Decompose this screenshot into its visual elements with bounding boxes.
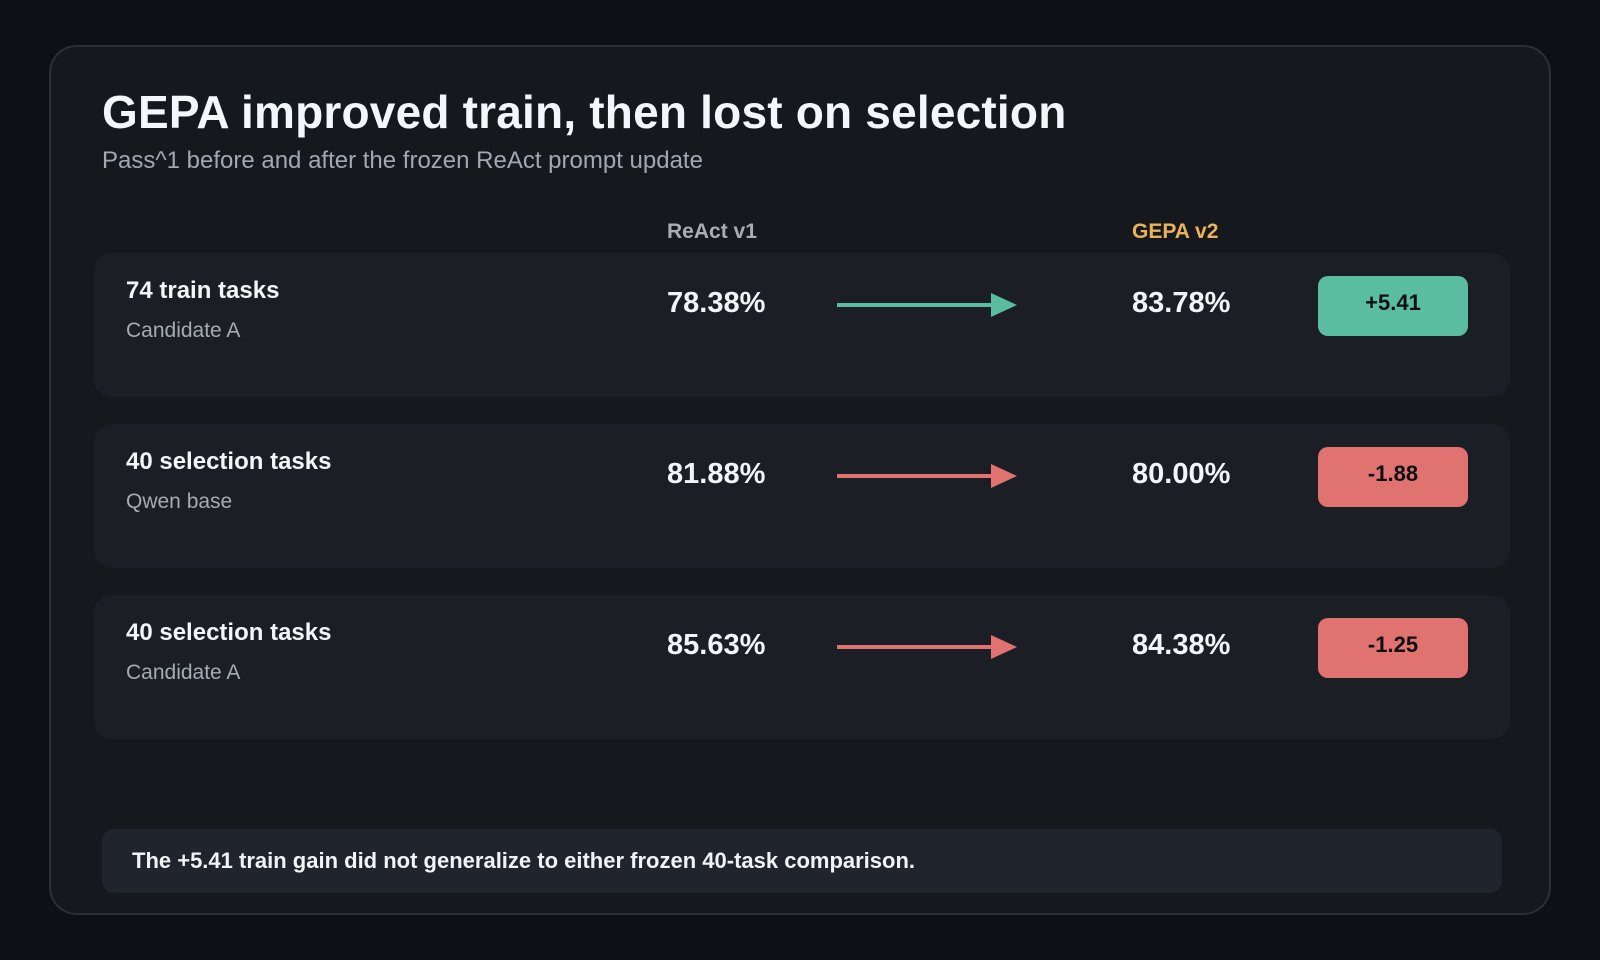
value-before: 81.88%: [667, 458, 766, 490]
comparison-row: 40 selection tasks Candidate A 85.63% 84…: [94, 595, 1510, 739]
value-before: 85.63%: [667, 629, 766, 661]
chart-card: GEPA improved train, then lost on select…: [49, 45, 1551, 915]
footnote-box: The +5.41 train gain did not generalize …: [102, 829, 1502, 893]
value-after: 84.38%: [1132, 629, 1231, 661]
comparison-row: 40 selection tasks Qwen base 81.88% 80.0…: [94, 424, 1510, 568]
chart-title: GEPA improved train, then lost on select…: [102, 86, 1067, 138]
row-sublabel: Candidate A: [126, 661, 241, 684]
delta-badge: +5.41: [1318, 276, 1468, 336]
value-before: 78.38%: [667, 287, 766, 319]
change-arrow-icon: [837, 293, 1017, 317]
comparison-row: 74 train tasks Candidate A 78.38% 83.78%…: [94, 253, 1510, 397]
delta-badge: -1.25: [1318, 618, 1468, 678]
row-label: 40 selection tasks: [126, 619, 332, 646]
change-arrow-icon: [837, 635, 1017, 659]
footnote-text: The +5.41 train gain did not generalize …: [132, 848, 916, 873]
row-label: 40 selection tasks: [126, 448, 332, 475]
row-sublabel: Candidate A: [126, 319, 241, 342]
value-after: 83.78%: [1132, 287, 1231, 319]
row-label: 74 train tasks: [126, 277, 280, 304]
column-header-after: GEPA v2: [1132, 220, 1219, 243]
change-arrow-icon: [837, 464, 1017, 488]
delta-badge: -1.88: [1318, 447, 1468, 507]
row-sublabel: Qwen base: [126, 490, 233, 513]
column-header-before: ReAct v1: [667, 220, 757, 243]
chart-subtitle: Pass^1 before and after the frozen ReAct…: [102, 147, 703, 174]
value-after: 80.00%: [1132, 458, 1231, 490]
